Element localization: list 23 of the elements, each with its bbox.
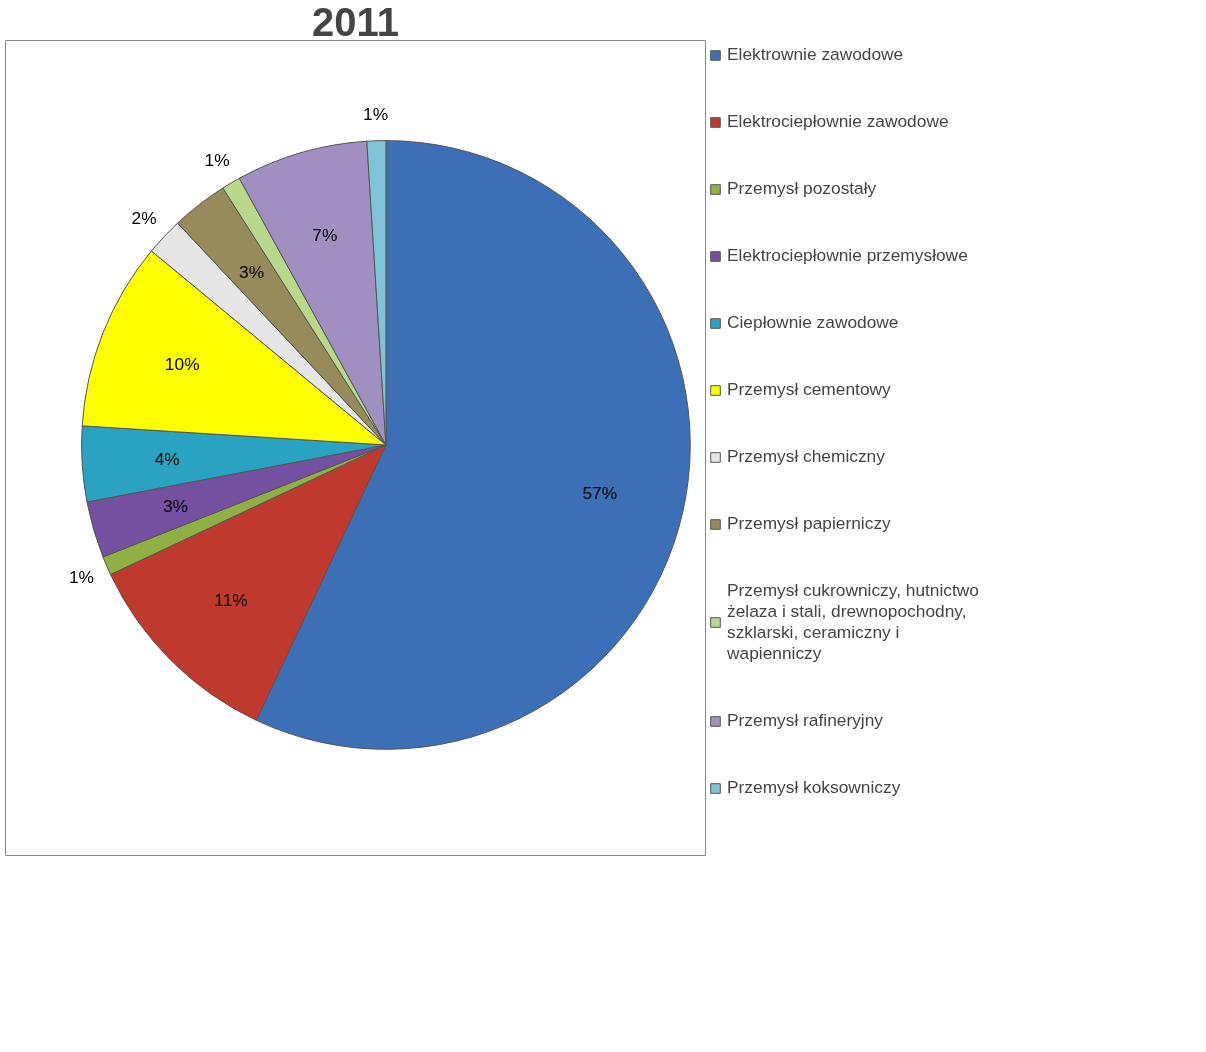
legend-label: Ciepłownie zawodowe xyxy=(727,312,899,333)
legend-label: Elektrociepłownie przemysłowe xyxy=(727,245,968,266)
legend-label: Elektrociepłownie zawodowe xyxy=(727,111,949,132)
data-label: 7% xyxy=(312,224,338,245)
legend-label: Przemysł cukrowniczy, hutnictwo żelaza i stali, drewnopochodny, szklarski, ceramiczny i wapienniczy xyxy=(727,580,979,664)
data-label: 1% xyxy=(68,566,94,587)
legend-label: Przemysł rafineryjny xyxy=(727,710,883,731)
legend-label: Elektrownie zawodowe xyxy=(727,44,904,65)
data-label: 2% xyxy=(131,208,157,229)
data-label: 1% xyxy=(362,103,389,124)
data-label: 57% xyxy=(582,482,618,503)
data-label: 10% xyxy=(164,354,200,375)
data-label: 3% xyxy=(162,496,189,517)
data-label: 3% xyxy=(239,261,265,282)
data-label: 4% xyxy=(154,448,180,469)
legend-label: Przemysł koksowniczy xyxy=(727,777,901,798)
chart-title: 2011 xyxy=(312,0,399,44)
legend-label: Przemysł chemiczny xyxy=(727,446,885,467)
data-label: 1% xyxy=(204,149,230,170)
legend-label: Przemysł papierniczy xyxy=(727,513,891,534)
data-label: 11% xyxy=(214,589,248,610)
legend-label: Przemysł pozostały xyxy=(727,178,877,199)
legend-label: Przemysł cementowy xyxy=(727,379,891,400)
